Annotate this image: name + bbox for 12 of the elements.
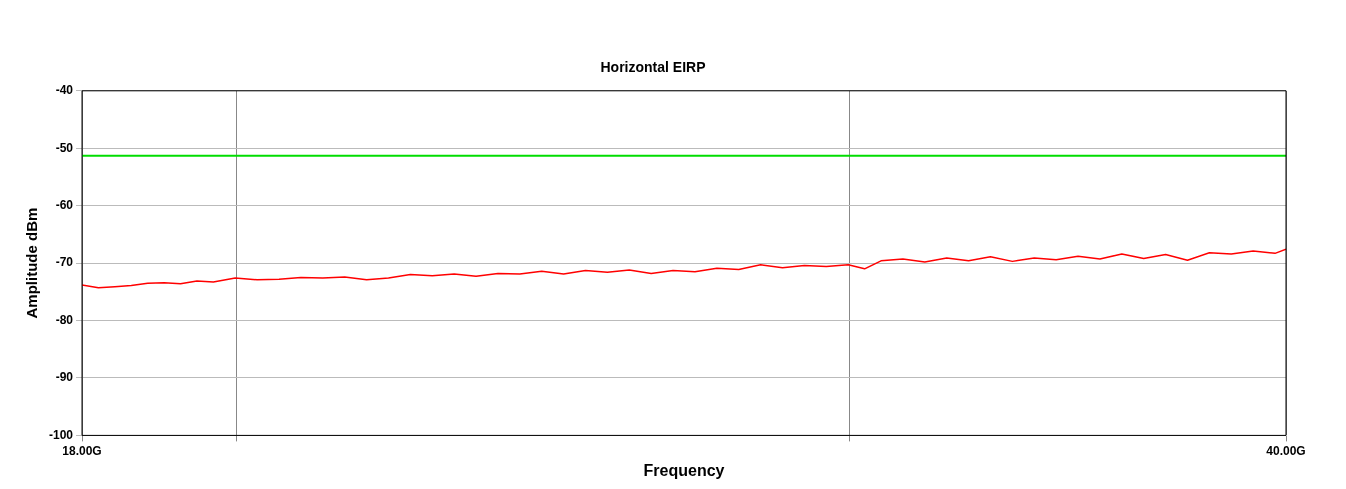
y-tick-label: -40 xyxy=(55,83,74,98)
chart-title: Horizontal EIRP xyxy=(600,59,706,76)
y-tick-label: -70 xyxy=(55,255,74,270)
y-tick-label: -90 xyxy=(55,370,74,385)
x-tick-label: 18.00G xyxy=(62,443,102,458)
y-tick-label: -60 xyxy=(55,197,74,212)
x-tick-label: 40.00G xyxy=(1266,443,1306,458)
x-axis-title: Frequency xyxy=(643,461,725,479)
y-tick-label: -80 xyxy=(55,312,74,327)
y-axis-title: Amplitude dBm xyxy=(23,207,41,319)
y-tick-label: -50 xyxy=(55,140,74,155)
y-tick-label: -100 xyxy=(48,427,74,442)
